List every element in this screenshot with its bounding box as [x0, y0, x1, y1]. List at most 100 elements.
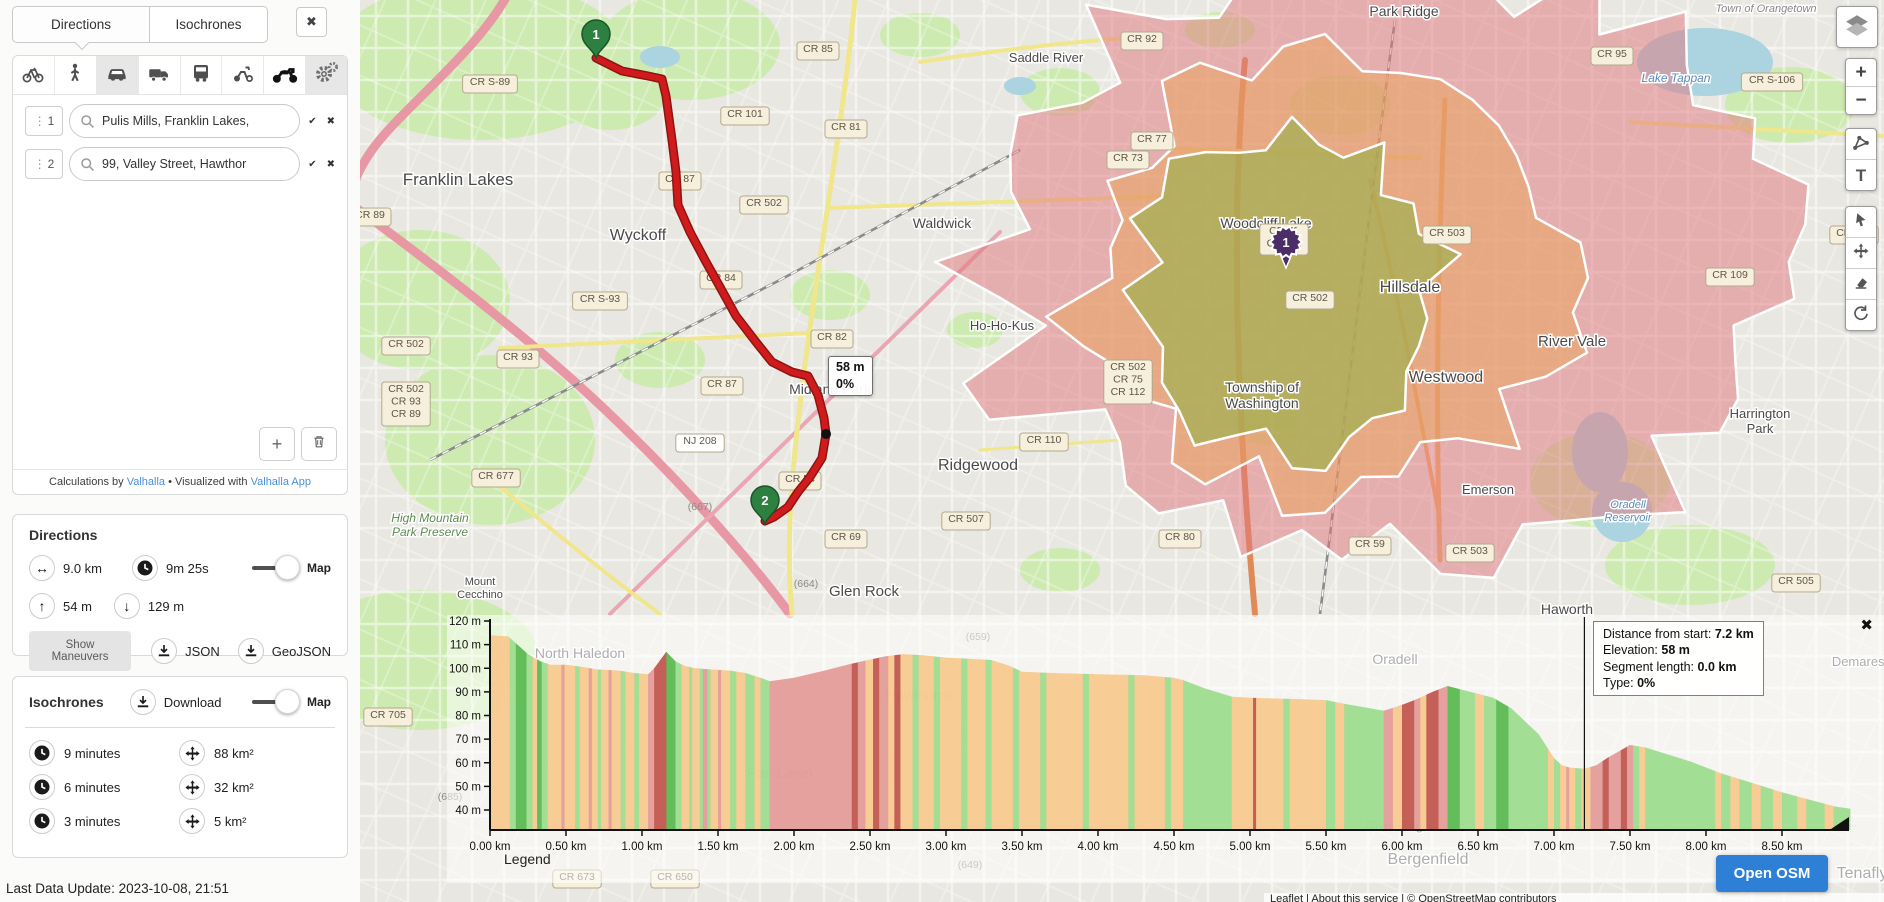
grade-segment-down [1183, 635, 1233, 830]
add-waypoint-button[interactable]: + [259, 427, 295, 461]
chart-close-icon[interactable]: ✖ [1860, 617, 1873, 634]
map-road-shield-label: CR 110 [1027, 434, 1062, 446]
elevation-chart-panel[interactable]: 120 m 110 m 100 m 90 m 80 m 70 m 60 m 50 m 40 m 0… [447, 615, 1884, 883]
tab-active-notch [74, 35, 90, 51]
grade-segment-flat [532, 635, 538, 830]
x-tick-label: 8.50 km [1762, 841, 1803, 853]
map-road-shield [1348, 536, 1392, 556]
mode-car-button[interactable] [96, 56, 139, 94]
sidebar-close-button[interactable]: ✖ [296, 7, 327, 37]
drag-tool-button[interactable] [1846, 238, 1876, 269]
text-tool-icon: T [1855, 165, 1867, 185]
zoom-out-button[interactable]: − [1846, 87, 1876, 115]
mode-motorcycle-button[interactable] [264, 56, 307, 94]
close-icon: ✖ [306, 14, 317, 29]
map-road-shield-label: CR S-93 [580, 293, 620, 305]
map-attribution: Leaflet | About this service | © OpenStr… [1264, 893, 1884, 902]
svg-text:1: 1 [592, 27, 599, 42]
route-line[interactable] [593, 55, 829, 524]
isochrone-center-marker[interactable]: 1 [1268, 224, 1304, 270]
grade-segment-steepup [654, 635, 667, 830]
waypoint-2-input[interactable] [100, 148, 294, 180]
mode-pedestrian-button[interactable] [55, 56, 97, 94]
tab-isochrones[interactable]: Isochrones [150, 6, 268, 43]
route-end-marker[interactable]: 2 [750, 485, 780, 527]
map-road [608, 230, 1002, 616]
download-json-icon[interactable] [151, 638, 178, 664]
cursor-icon [1852, 211, 1870, 234]
draw-polyline-button[interactable] [1846, 129, 1876, 160]
waypoint-1-confirm-icon[interactable]: ✔ [308, 115, 317, 127]
waypoint-1-drag-handle[interactable]: ⋮ 1 [25, 106, 63, 136]
grade-segment-up [588, 635, 593, 830]
isochrones-download-label[interactable]: Download [163, 694, 222, 710]
map-road-shield-label: CR 85 [803, 43, 833, 55]
tooltip-distance-value: 7.2 km [1714, 627, 1754, 641]
tooltip-segment-value: 0.0 km [1697, 659, 1737, 674]
grade-segment-flat [1335, 635, 1345, 830]
open-osm-button[interactable]: Open OSM [1716, 855, 1828, 892]
waypoint-2-drag-handle[interactable]: ⋮ 2 [25, 149, 63, 179]
isochrones-download-icon[interactable] [129, 689, 156, 715]
show-maneuvers-button[interactable]: Show Maneuvers [29, 631, 132, 671]
mode-truck-button[interactable] [139, 56, 181, 94]
truck-icon [146, 60, 172, 91]
grade-segment-flat [1170, 635, 1184, 830]
download-json-label[interactable]: JSON [185, 643, 220, 659]
waypoint-2-confirm-icon[interactable]: ✔ [308, 158, 317, 170]
grade-segment-down [509, 635, 517, 830]
y-tick-label: 90 m [455, 687, 481, 699]
text-tool-button[interactable]: T [1846, 160, 1876, 191]
map-town-label: Wyckoff [610, 227, 667, 244]
tooltip-distance-label: Distance from start: [1603, 627, 1712, 641]
mode-bicycle-button[interactable] [13, 56, 55, 94]
isochrones-map-toggle[interactable] [252, 689, 300, 715]
grade-segment-steepdown [515, 635, 527, 830]
clear-waypoints-button[interactable] [301, 427, 337, 461]
download-geojson-icon[interactable] [237, 638, 264, 664]
credits-text: • Visualized with [168, 476, 248, 488]
grade-segment-down [699, 635, 704, 830]
grade-segment-steepdown [666, 635, 676, 830]
grade-segment-down [933, 635, 941, 830]
directions-summary-card: Directions ↔ 9.0 km 9m 25s Map ↑ 54 m ↓ … [12, 514, 348, 671]
grade-segment-down [541, 635, 549, 830]
map-water [640, 46, 680, 68]
download-geojson-label[interactable]: GeoJSON [271, 643, 331, 659]
mode-bus-button[interactable] [181, 56, 223, 94]
grade-segment-flat [1824, 635, 1835, 830]
x-tick-label: 6.50 km [1458, 841, 1499, 853]
ascent-icon: ↑ [29, 593, 55, 619]
waypoint-1-remove-icon[interactable]: ✖ [326, 115, 335, 127]
waypoint-2-remove-icon[interactable]: ✖ [326, 158, 335, 170]
map-road-shield-label: CR 507 [948, 513, 984, 525]
rotate-tool-button[interactable] [1846, 300, 1876, 331]
map-road-shield-label: CR 677 [478, 470, 514, 482]
grade-segment-flat [490, 635, 511, 830]
grade-segment-down [1806, 635, 1825, 830]
map-road-shield [941, 511, 991, 531]
layers-button[interactable] [1836, 6, 1878, 48]
waypoint-1-input[interactable] [100, 105, 294, 137]
route-start-marker[interactable]: 1 [581, 19, 611, 61]
clock-icon [29, 808, 55, 834]
mode-settings-button[interactable] [306, 56, 347, 94]
tab-directions[interactable]: Directions [12, 6, 150, 51]
credits-footer: Calculations by Valhalla • Visualized wi… [13, 469, 347, 494]
chart-tooltip: Distance from start: 7.2 km Elevation: 5… [1593, 621, 1764, 696]
directions-map-toggle[interactable] [252, 555, 300, 581]
grade-segment-flat [681, 635, 690, 830]
mode-scooter-button[interactable] [222, 56, 265, 94]
edit-cursor-button[interactable] [1846, 207, 1876, 238]
map-road-shield-label: CR 502 CR 75 CR 112 [1110, 361, 1146, 398]
eraser-tool-button[interactable] [1846, 269, 1876, 300]
valhalla-app-link[interactable]: Valhalla App [250, 476, 311, 488]
map-town-label: Town of Orangetown [1715, 3, 1816, 15]
map-road-shield-label: CR 69 [831, 531, 861, 543]
valhalla-link[interactable]: Valhalla [126, 476, 166, 488]
grade-segment-flat [692, 635, 701, 830]
zoom-in-button[interactable]: + [1846, 59, 1876, 87]
isochrones-title: Isochrones [29, 694, 104, 710]
grade-segment-down [985, 635, 992, 830]
grade-segment-up [718, 635, 722, 830]
